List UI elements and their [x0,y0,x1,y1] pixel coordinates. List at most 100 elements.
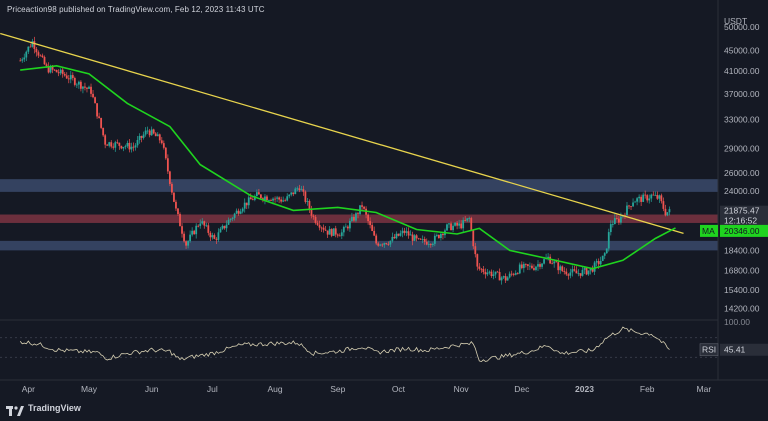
candle [266,194,268,201]
candle [611,220,614,228]
candle [171,182,173,195]
candle-body [585,267,588,275]
candle-body [84,86,86,88]
candle-body [357,213,359,215]
candle [419,238,422,241]
candle-body [41,55,44,58]
candle-body [65,75,68,79]
candle-body [603,253,606,256]
candle-body [35,48,38,53]
candle [559,264,562,274]
candle [82,86,84,94]
candle-body [609,224,612,233]
price-tick-label: 16800.00 [724,266,760,276]
candle [294,187,297,195]
candle-body [551,263,554,265]
time-tick-label: Jun [145,384,159,394]
candle-body [296,188,299,190]
candle [306,198,309,206]
candle-body [171,183,173,193]
candle [39,54,42,57]
candle [369,217,372,229]
candle-body [274,198,276,200]
candle-body [51,66,54,70]
candle [446,223,448,232]
candle-body [320,227,323,229]
candle [498,268,501,281]
rsi-top-tick-label: 100.00 [724,317,750,327]
candle [322,224,325,233]
candle [353,213,355,222]
candle-body [377,243,380,246]
candle-body [433,235,436,244]
candle-body [490,271,493,276]
candle-body [587,270,590,275]
candle [43,55,46,65]
rsi-value-label: 45.41 [724,345,746,355]
candle-body [638,196,641,199]
ma-value-label: 20346.00 [724,226,760,236]
candle-body [640,196,643,202]
candle [520,261,523,270]
candle-body [268,200,270,201]
candle [27,46,30,54]
candle [437,234,440,239]
candle-body [73,78,76,85]
candle [65,72,68,79]
candle [373,226,376,237]
candle [207,222,210,236]
candle-body [162,143,165,148]
candle-body [648,198,651,201]
candle [61,67,64,78]
candle [361,201,363,212]
candle-body [19,60,22,62]
candle-body [605,248,608,254]
candle-body [595,261,598,263]
candle-body [69,75,72,80]
candle [41,53,44,59]
candle [440,232,442,241]
candle-body [403,230,406,233]
candle-body [306,201,309,202]
candle-body [514,273,517,275]
candle [628,204,630,209]
candle-body [120,145,123,149]
candle [640,194,643,206]
candle-body [385,243,388,245]
candle-body [508,273,511,278]
candle [138,133,141,144]
candle [514,270,517,276]
candle-body [340,232,343,236]
candle [201,218,204,225]
candle-body [448,223,450,225]
candle [114,140,117,152]
candle [209,231,212,241]
candle [177,208,179,216]
candle-body [437,234,440,239]
candle-body [255,192,258,197]
candle [522,261,525,273]
candle [605,248,608,254]
candle [484,268,487,279]
candle [217,228,220,242]
candle-body [597,261,600,265]
candle [539,262,541,270]
candle [595,258,598,267]
candle [648,194,651,204]
candle-body [351,216,353,221]
candle [607,228,610,252]
candle [187,240,189,249]
candle-body [31,41,34,47]
candle-body [221,225,224,229]
candle [488,270,491,275]
candle [448,222,450,229]
candle [452,222,454,233]
candle-body [249,197,252,200]
candle [280,196,283,204]
candle-body [644,194,647,196]
candle-body [565,271,568,275]
candle-body [288,194,291,197]
candle [342,225,345,237]
candle [92,89,94,99]
